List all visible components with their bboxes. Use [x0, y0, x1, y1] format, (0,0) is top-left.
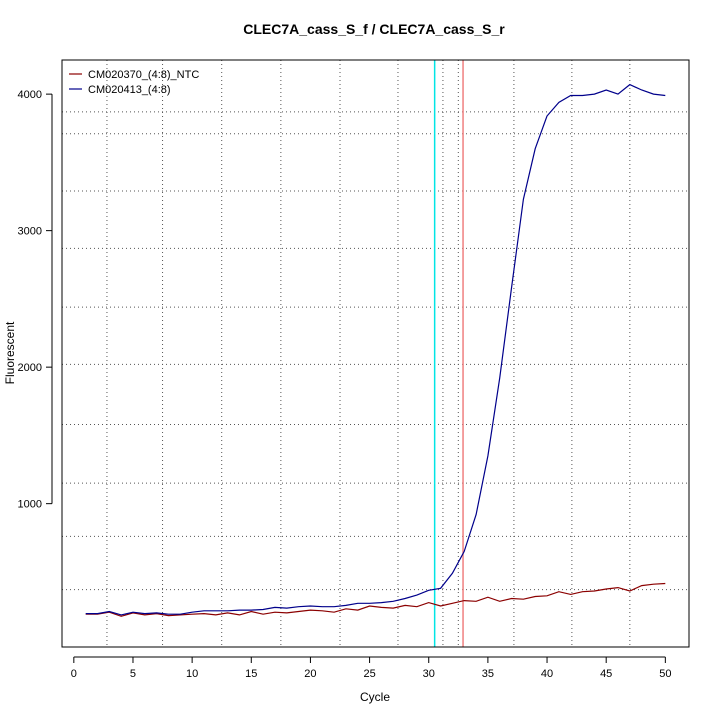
x-tick-label: 35: [482, 668, 494, 680]
x-axis: 0 5 10 15 20 25 30 35 40 45 50: [71, 656, 671, 680]
grid-lines: [62, 60, 689, 647]
y-tick-label: 2000: [18, 362, 42, 374]
series-line: [85, 582, 666, 617]
x-tick-label: 15: [245, 668, 257, 680]
legend-label: CM020370_(4:8)_NTC: [88, 69, 199, 81]
y-tick-label: 3000: [18, 226, 42, 238]
x-tick-label: 45: [600, 668, 612, 680]
series-lines: [85, 83, 666, 617]
x-tick-label: 20: [304, 668, 316, 680]
y-tick-label: 4000: [18, 89, 42, 101]
chart-title: CLEC7A_cass_S_f / CLEC7A_cass_S_r: [243, 21, 505, 37]
x-tick-label: 25: [363, 668, 375, 680]
x-tick-label: 50: [659, 668, 671, 680]
y-axis-label: Fluorescent: [3, 321, 17, 384]
legend: CM020370_(4:8)_NTC CM020413_(4:8): [69, 69, 199, 96]
x-tick-label: 10: [186, 668, 198, 680]
y-axis: 1000 2000 3000 4000: [18, 89, 53, 511]
x-tick-label: 5: [130, 668, 136, 680]
plot-frame: [61, 59, 690, 648]
y-tick-label: 1000: [18, 499, 42, 511]
x-tick-label: 40: [541, 668, 553, 680]
x-tick-label: 0: [71, 668, 77, 680]
threshold-lines: [433, 60, 464, 647]
series-line: [85, 83, 666, 616]
legend-label: CM020413_(4:8): [88, 84, 171, 96]
x-axis-label: Cycle: [360, 690, 390, 704]
x-tick-label: 30: [423, 668, 435, 680]
